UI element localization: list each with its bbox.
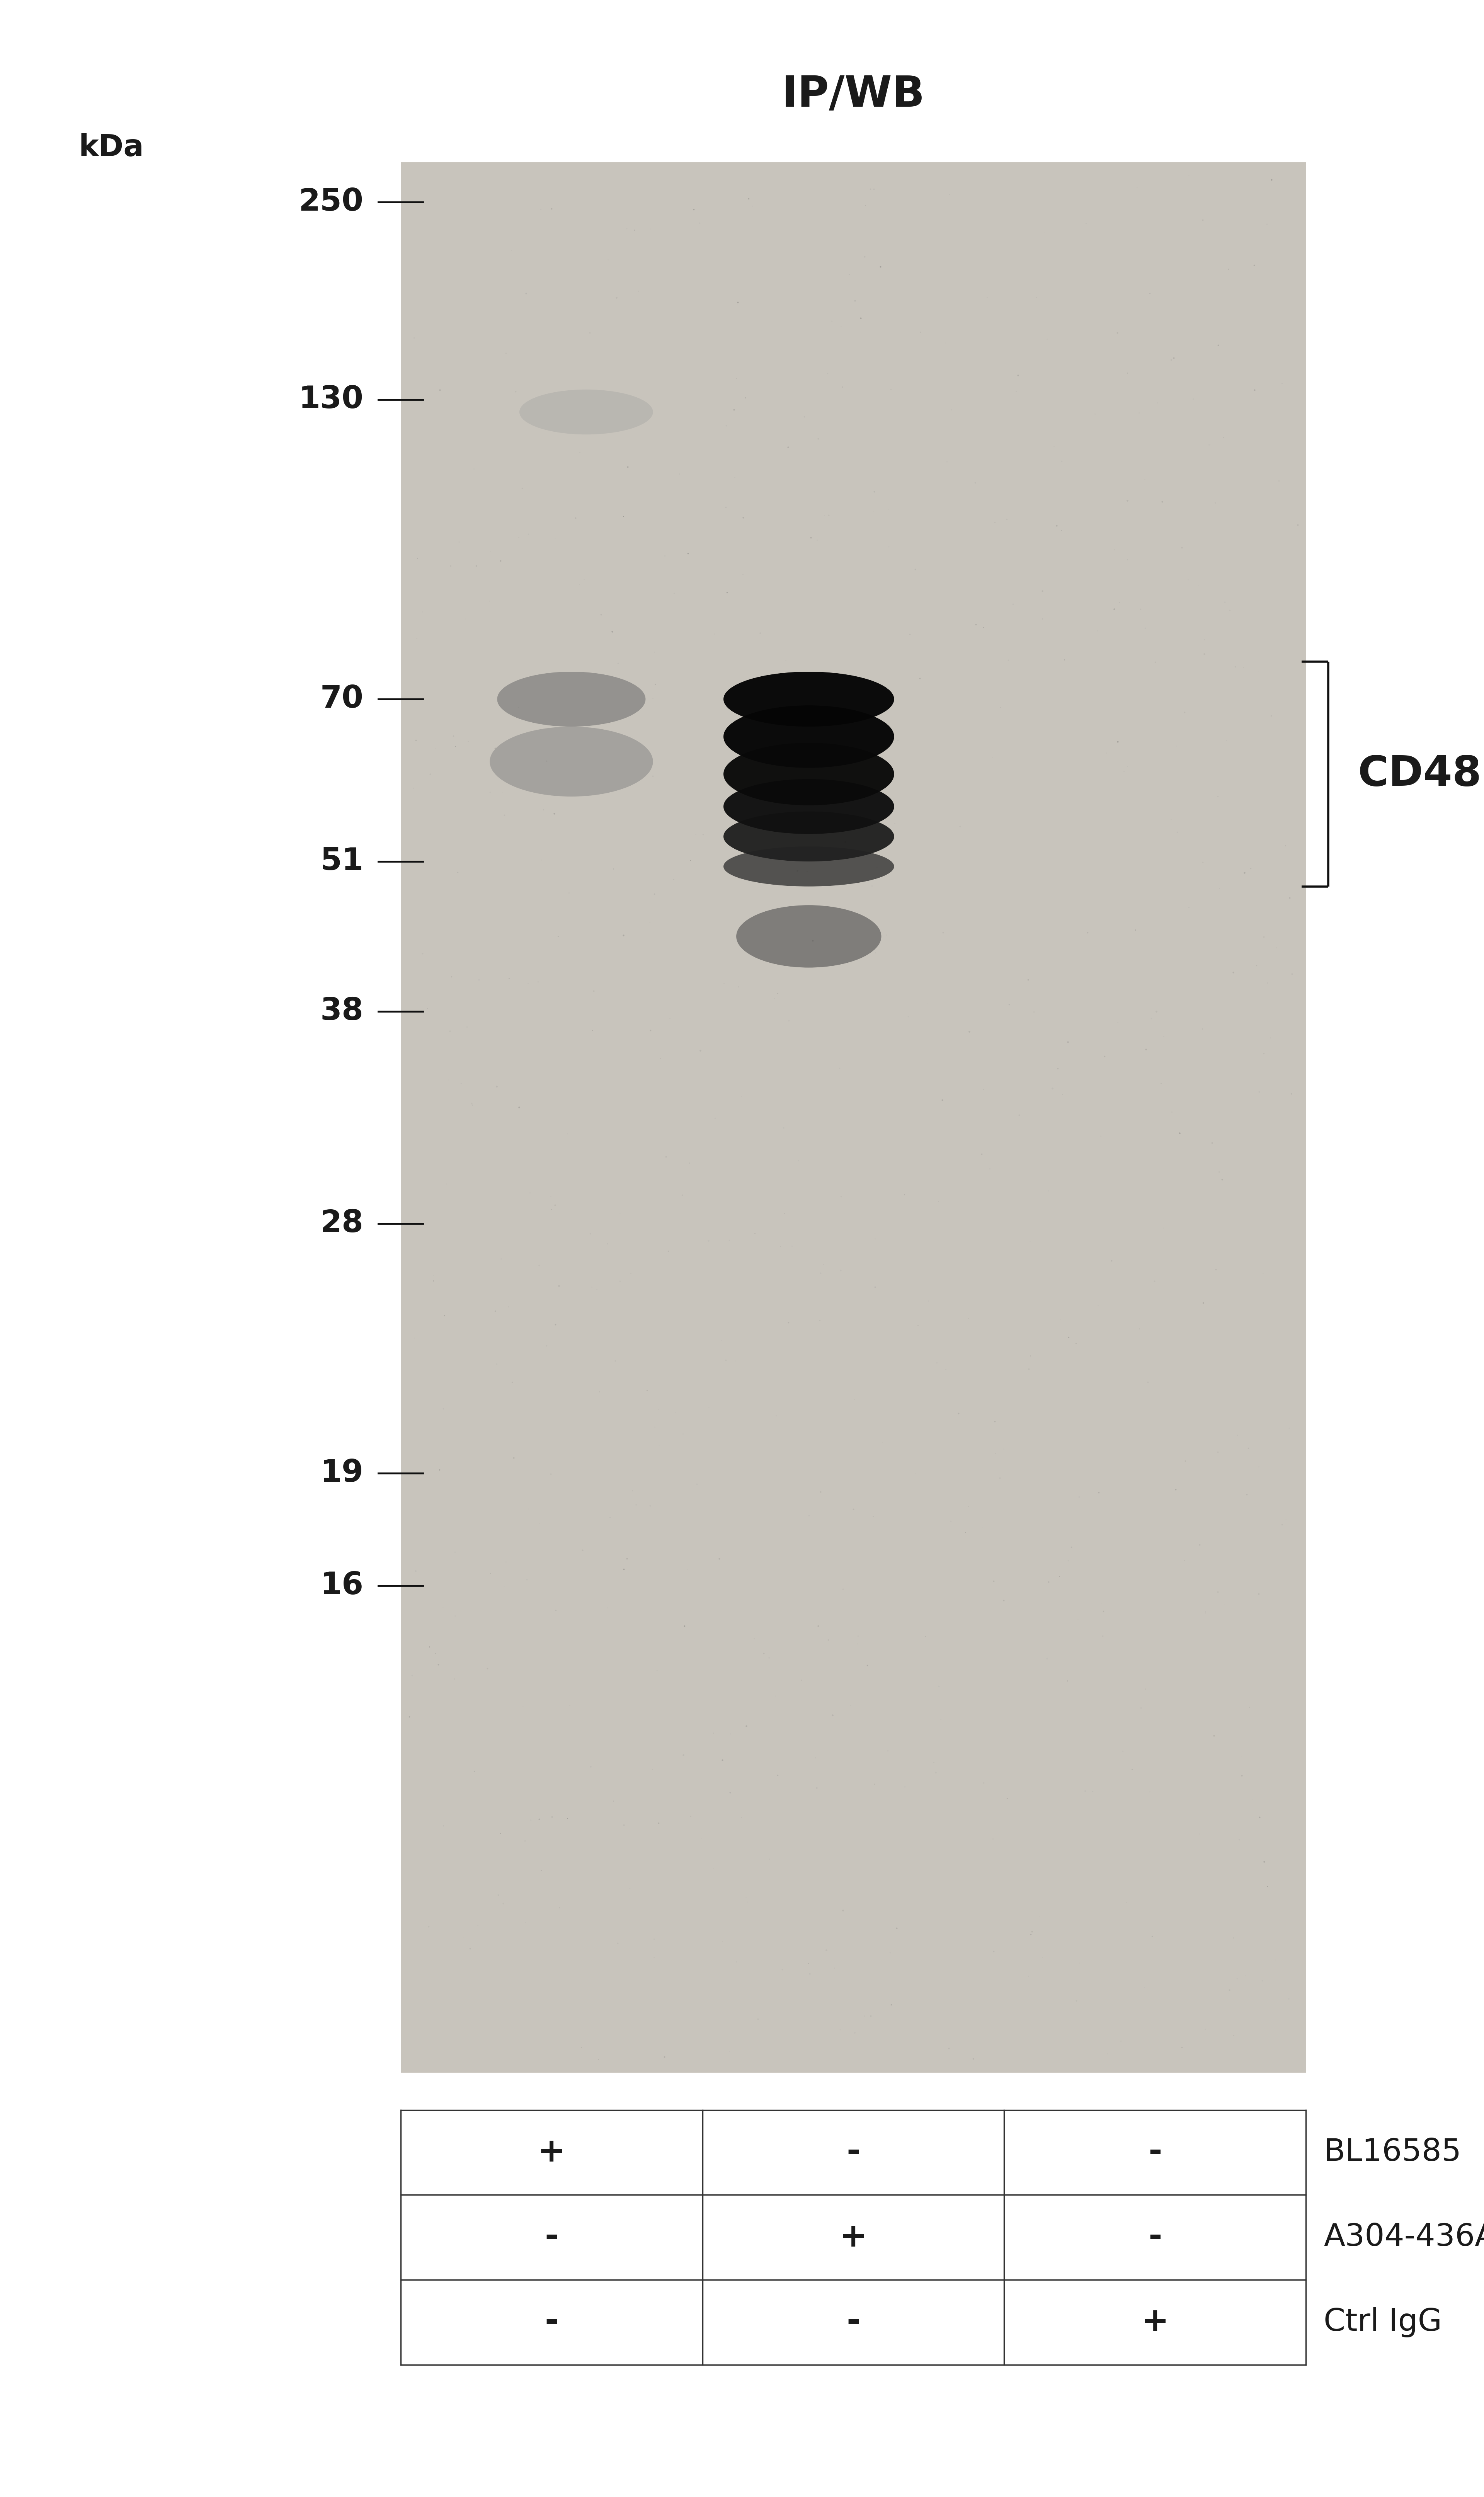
Text: -: - <box>1149 2137 1162 2167</box>
Ellipse shape <box>519 390 653 434</box>
Text: +: + <box>537 2137 565 2167</box>
Text: CD48: CD48 <box>1358 754 1481 794</box>
Text: IP/WB: IP/WB <box>782 75 925 115</box>
Text: 16: 16 <box>321 1571 364 1601</box>
Text: BL16585: BL16585 <box>1324 2137 1462 2167</box>
Text: -: - <box>846 2137 861 2167</box>
Text: -: - <box>545 2222 558 2252</box>
Ellipse shape <box>497 672 646 727</box>
Text: -: - <box>846 2307 861 2337</box>
Text: +: + <box>840 2222 867 2252</box>
Text: -: - <box>1149 2222 1162 2252</box>
Text: Ctrl IgG: Ctrl IgG <box>1324 2307 1442 2337</box>
Text: 28: 28 <box>321 1209 364 1239</box>
Bar <box>401 162 1306 2073</box>
Text: A304-436A: A304-436A <box>1324 2222 1484 2252</box>
Text: -: - <box>545 2307 558 2337</box>
Ellipse shape <box>724 846 893 886</box>
Text: 250: 250 <box>298 187 364 217</box>
Text: 70: 70 <box>321 684 364 714</box>
Text: +: + <box>1141 2307 1169 2337</box>
Ellipse shape <box>724 704 893 767</box>
Text: 130: 130 <box>298 385 364 415</box>
Ellipse shape <box>490 727 653 797</box>
Ellipse shape <box>724 672 893 727</box>
Text: 19: 19 <box>321 1458 364 1488</box>
Text: 38: 38 <box>321 996 364 1026</box>
Text: kDa: kDa <box>79 132 144 162</box>
Ellipse shape <box>724 779 893 834</box>
Ellipse shape <box>724 812 893 861</box>
Ellipse shape <box>736 904 881 966</box>
Text: 51: 51 <box>321 846 364 876</box>
Ellipse shape <box>724 744 893 804</box>
